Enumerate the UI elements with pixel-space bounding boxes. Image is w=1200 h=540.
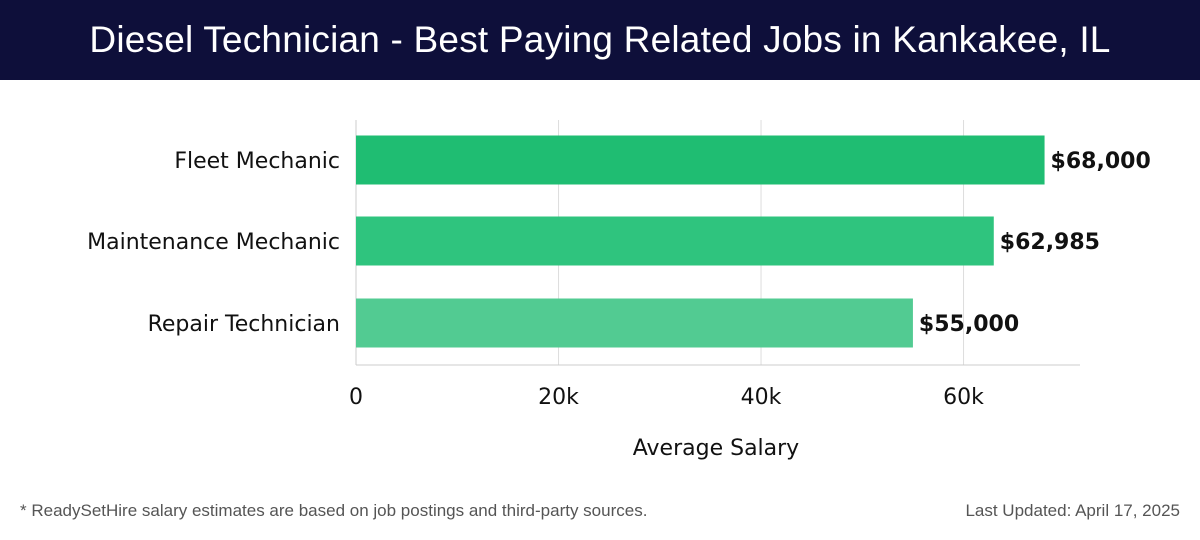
category-label: Repair Technician — [148, 312, 340, 337]
bar — [356, 298, 913, 348]
x-tick-label: 0 — [349, 385, 363, 410]
category-label: Maintenance Mechanic — [87, 230, 340, 255]
data-label: $55,000 — [919, 312, 1019, 337]
x-axis-title: Average Salary — [633, 436, 799, 461]
footnote: * ReadySetHire salary estimates are base… — [20, 501, 648, 520]
bar — [356, 216, 994, 266]
x-tick-label: 20k — [538, 385, 579, 410]
bar — [356, 135, 1045, 185]
chart-title-banner: Diesel Technician - Best Paying Related … — [0, 0, 1200, 80]
category-label: Fleet Mechanic — [174, 149, 340, 174]
x-tick-label: 40k — [741, 385, 782, 410]
x-tick-label: 60k — [943, 385, 984, 410]
chart-title: Diesel Technician - Best Paying Related … — [89, 19, 1111, 60]
data-label: $62,985 — [1000, 230, 1100, 255]
last-updated: Last Updated: April 17, 2025 — [965, 501, 1180, 520]
data-label: $68,000 — [1051, 149, 1151, 174]
